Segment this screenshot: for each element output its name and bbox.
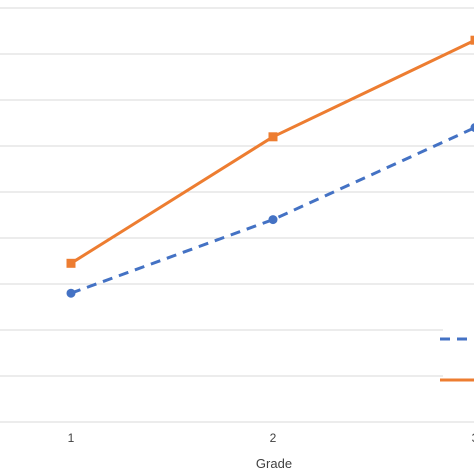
series-2 xyxy=(66,35,474,268)
data-point xyxy=(268,215,278,225)
gridlines xyxy=(0,7,474,423)
x-tick-label: 2 xyxy=(270,431,277,445)
data-point xyxy=(470,35,474,45)
series-line xyxy=(70,126,474,295)
x-tick-label: 1 xyxy=(68,431,75,445)
legend-box xyxy=(443,326,474,388)
series-layer xyxy=(66,35,474,298)
series-line xyxy=(70,39,474,265)
data-point xyxy=(66,258,76,268)
x-tick-labels: 1 2 3 xyxy=(68,431,474,445)
legend xyxy=(440,326,474,388)
data-point xyxy=(470,123,474,132)
data-point xyxy=(268,132,278,142)
x-tick-label: 3 xyxy=(472,431,474,445)
series-1 xyxy=(66,123,474,298)
data-point xyxy=(66,288,76,298)
x-axis-title: Grade xyxy=(256,456,292,471)
